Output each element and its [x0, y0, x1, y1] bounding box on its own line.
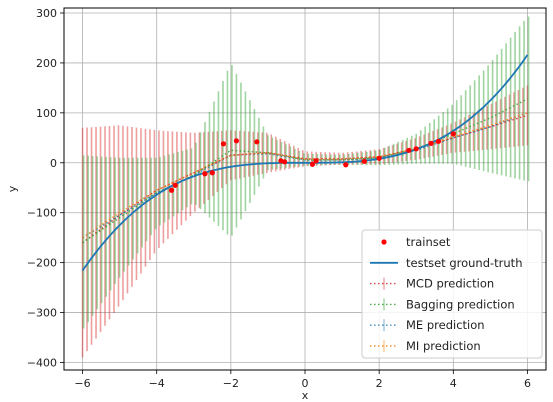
y-tick-label: 100 [36, 107, 57, 120]
trainset-point [220, 141, 227, 147]
y-tick-label: −100 [27, 207, 57, 220]
trainset-point [361, 158, 367, 164]
y-tick-label: 300 [36, 7, 57, 20]
x-ticks: −6 −4 −2 0 2 4 6 [74, 370, 531, 390]
trainset-point [343, 162, 349, 168]
trainset-point [450, 131, 456, 137]
trainset-point [172, 182, 178, 188]
trainset-point [282, 159, 288, 165]
trainset-point [406, 147, 412, 153]
legend-box [361, 229, 543, 359]
trainset-point [413, 146, 419, 152]
prediction-line [82, 112, 528, 239]
y-tick-label: −200 [27, 257, 57, 270]
trainset-point [376, 155, 382, 161]
trainset-point [168, 187, 175, 193]
trainset-point [233, 138, 240, 144]
x-tick-label: −4 [149, 377, 165, 390]
y-tick-label: −400 [27, 357, 57, 370]
y-axis-label: y [6, 185, 19, 192]
x-axis-label: x [302, 389, 309, 402]
legend: trainset testset ground-truth MCD predicti… [361, 229, 543, 359]
x-tick-label: 6 [524, 377, 531, 390]
trainset-point [435, 138, 442, 144]
legend-series-label: ME prediction [406, 318, 485, 332]
legend-ground-truth-label: testset ground-truth [406, 256, 522, 270]
trainset-point [202, 171, 208, 177]
y-tick-label: −300 [27, 307, 57, 320]
trainset-point [209, 170, 215, 176]
prediction-lines [82, 98, 528, 244]
legend-series-label: Bagging prediction [406, 297, 515, 311]
x-tick-label: −6 [74, 377, 90, 390]
trainset-point [254, 139, 260, 145]
ground-truth-curve [81, 54, 529, 272]
trainset-points [168, 131, 456, 193]
trainset-point [309, 161, 316, 167]
x-tick-label: −2 [223, 377, 239, 390]
x-tick-label: 0 [302, 377, 309, 390]
y-tick-label: 200 [36, 57, 57, 70]
x-tick-label: 2 [376, 377, 383, 390]
prediction-line [82, 98, 528, 244]
legend-trainset-label: trainset [406, 235, 451, 249]
y-tick-label: 0 [50, 157, 57, 170]
legend-series-label: MI prediction [406, 339, 481, 353]
legend-series-label: MCD prediction [406, 277, 494, 291]
y-ticks: −400 −300 −200 −100 0 100 200 300 [27, 7, 64, 370]
trainset-point [428, 140, 434, 146]
x-tick-label: 4 [450, 377, 457, 390]
trainset-point [313, 158, 319, 164]
legend-trainset-marker [381, 239, 387, 245]
ground-truth-line [81, 54, 529, 272]
